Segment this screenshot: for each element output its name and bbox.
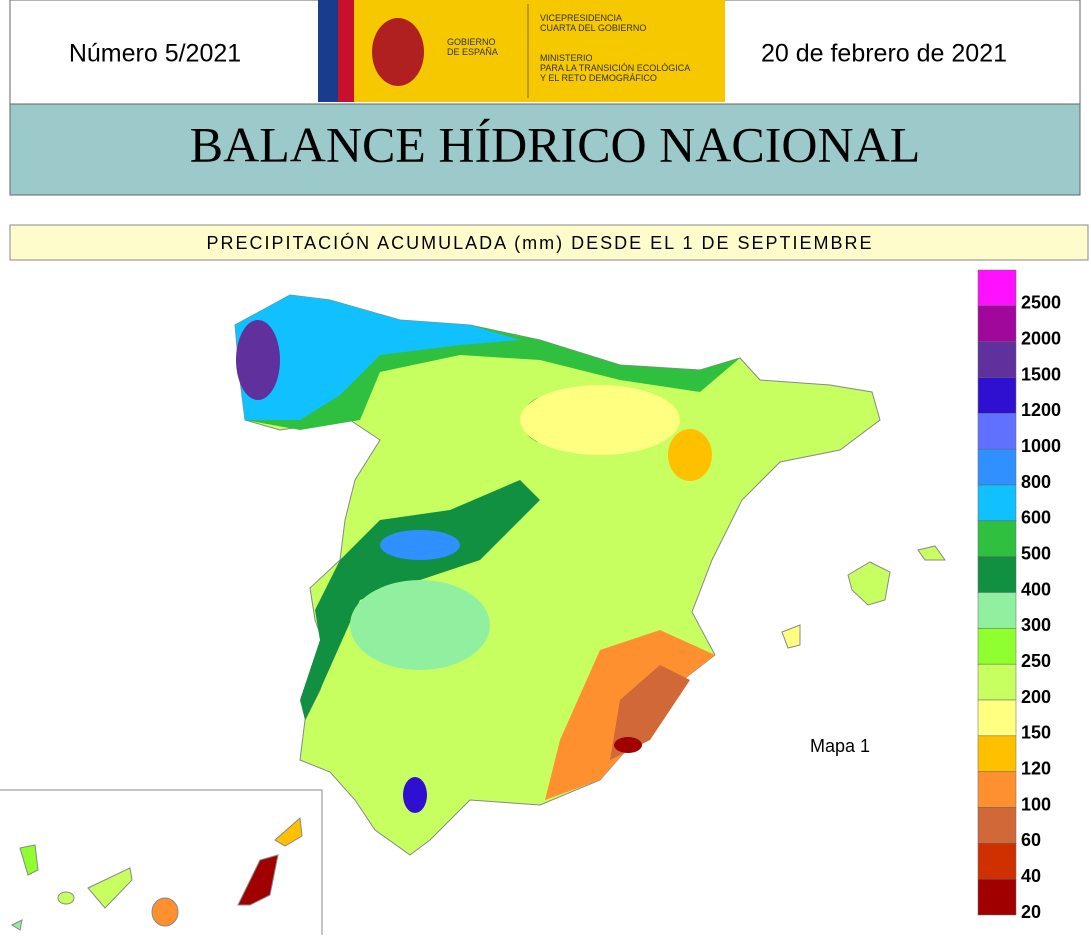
logo-flag (318, 0, 338, 102)
bulletin-number: Número 5/2021 (69, 40, 241, 68)
lanzarote (274, 816, 303, 847)
legend-label: 800 (1021, 472, 1051, 492)
legend-swatch (977, 771, 1017, 808)
legend-label: 20 (1021, 902, 1041, 922)
map (234, 294, 946, 856)
galicia-max (236, 320, 280, 400)
legend-swatch (977, 520, 1017, 557)
legend-swatch (977, 699, 1017, 737)
legend-swatch (977, 269, 1017, 307)
subtitle-box (9, 224, 1089, 261)
logo-line: MINISTERIO (540, 53, 593, 63)
el-hierro (10, 919, 23, 931)
ibiza (781, 624, 801, 649)
legend-swatch (977, 663, 1017, 701)
west-wet-zone (300, 480, 540, 720)
legend-label: 120 (1021, 758, 1051, 778)
legend-swatch (977, 878, 1017, 916)
inset-frame (0, 789, 323, 935)
legend-label: 2000 (1021, 328, 1061, 348)
legend-label: 500 (1021, 543, 1051, 563)
legend-label: 400 (1021, 579, 1051, 599)
legend-label: 1500 (1021, 364, 1061, 384)
map-label: Mapa 1 (810, 736, 870, 756)
logo-line: VICEPRESIDENCIA (540, 13, 622, 23)
legend-label: 100 (1021, 794, 1051, 814)
legend-swatch (977, 735, 1017, 772)
legend-label: 250 (1021, 651, 1051, 671)
subtitle: PRECIPITACIÓN ACUMULADA (mm) DESDE EL 1 … (206, 232, 873, 253)
menorca (917, 545, 946, 561)
northwest-wet-zone (235, 295, 520, 420)
logo-shield (372, 18, 424, 86)
canary-inset (0, 789, 323, 935)
title: BALANCE HÍDRICO NACIONAL (190, 116, 921, 172)
legend-label: 1200 (1021, 400, 1061, 420)
legend-swatch (977, 484, 1017, 522)
legend-swatch (977, 413, 1017, 450)
legend-swatch (977, 592, 1017, 629)
logo-flag (338, 0, 354, 102)
legend-label: 40 (1021, 866, 1041, 886)
legend-label: 150 (1021, 723, 1051, 743)
logo-line: GOBIERNO (447, 37, 496, 47)
central-system-max (380, 530, 460, 560)
logo-line: DE ESPAÑA (447, 47, 498, 57)
legend-swatch (977, 341, 1017, 378)
murcia-min-core (614, 737, 642, 753)
legend-swatch (977, 448, 1017, 486)
legend-label: 1000 (1021, 436, 1061, 456)
murcia-min (610, 665, 690, 760)
legend-label: 60 (1021, 830, 1041, 850)
extremadura (350, 580, 490, 670)
logo-line: CUARTA DEL GOBIERNO (540, 23, 646, 33)
la-gomera (57, 891, 75, 905)
logo-line: PARA LA TRANSICIÓN ECOLÓGICA (540, 63, 690, 73)
bulletin-date: 20 de febrero de 2021 (761, 40, 1007, 68)
legend-swatch (977, 843, 1017, 880)
ebro-min (668, 429, 712, 481)
la-palma (19, 844, 39, 876)
fuerteventura (237, 854, 279, 906)
logo-text: GOBIERNO DE ESPAÑA VICEPRESIDENCIA CUART… (447, 13, 690, 83)
legend-label: 300 (1021, 615, 1051, 635)
legend: 2500 2000 1500 1200 1000 800 600 500 400 300 250 20… (977, 269, 1061, 922)
tenerife (87, 867, 133, 909)
ebro-dry (520, 385, 680, 455)
mallorca (847, 561, 891, 606)
grazalema-max (403, 777, 427, 813)
legend-swatch (977, 628, 1017, 665)
logo-line: Y EL RETO DEMOGRÁFICO (540, 73, 657, 83)
title-band (9, 103, 1081, 196)
legend-swatch (977, 807, 1017, 844)
legend-label: 600 (1021, 508, 1051, 528)
legend-label: 200 (1021, 687, 1051, 707)
legend-swatch (977, 377, 1017, 414)
legend-label: 2500 (1021, 293, 1061, 313)
legend-swatch (977, 305, 1017, 342)
legend-swatch (977, 556, 1017, 593)
gran-canaria (151, 897, 179, 927)
